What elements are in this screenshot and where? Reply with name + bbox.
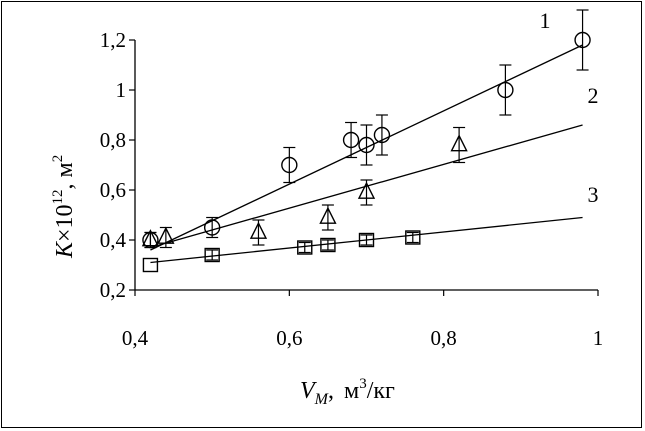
square-marker xyxy=(204,247,220,263)
y-axis-label: K×1012, м2 xyxy=(50,155,78,259)
y-axis-symbol: K xyxy=(52,240,78,259)
y-tick-label: 0,6 xyxy=(100,178,126,202)
x-tick-label: 0,8 xyxy=(431,326,457,350)
y-tick-label: 0,2 xyxy=(100,278,126,302)
labels: 1 2 3 xyxy=(540,8,599,207)
y-axis-exp: 12 xyxy=(50,189,66,204)
triangle-marker xyxy=(157,226,175,244)
circle-marker xyxy=(373,126,391,144)
series-label-2: 2 xyxy=(588,83,599,108)
square-marker xyxy=(297,240,313,255)
triangle-marker xyxy=(319,206,337,224)
square-marker xyxy=(358,232,375,248)
triangle-marker xyxy=(249,221,268,239)
square-marker xyxy=(320,237,336,253)
y-axis-unit: , м xyxy=(52,162,78,189)
circle-marker xyxy=(358,136,375,154)
x-axis-subscript: M xyxy=(314,391,330,408)
circle-marker xyxy=(574,31,591,49)
x-axis-unit-exp: 3 xyxy=(359,376,367,392)
x-axis-unit-rest: /кг xyxy=(367,378,395,404)
y-tick-label: 0,8 xyxy=(100,128,126,152)
x-axis-unit-main: м xyxy=(344,378,359,404)
x-axis-symbol: V xyxy=(300,378,317,404)
x-axis-separator: , xyxy=(328,378,334,404)
square-marker xyxy=(405,230,421,245)
x-tick-label: 0,6 xyxy=(276,326,302,350)
x-tick-label: 1 xyxy=(593,326,604,350)
circle-marker xyxy=(203,219,221,236)
triangle-marker xyxy=(141,229,160,247)
y-axis-unit-exp: 2 xyxy=(50,155,66,163)
y-axis-times: ×10 xyxy=(52,204,78,242)
y-tick-label: 1,2 xyxy=(100,28,126,52)
y-tick-label: 1 xyxy=(116,78,127,102)
square-marker xyxy=(142,257,159,273)
data-markers xyxy=(141,9,591,273)
y-tick-label: 0,4 xyxy=(100,228,127,252)
triangle-marker xyxy=(450,134,468,152)
series-label-1: 1 xyxy=(540,8,551,33)
circle-marker xyxy=(281,156,298,174)
x-tick-label: 0,4 xyxy=(122,326,149,350)
circle-marker xyxy=(497,81,514,99)
series-label-3: 3 xyxy=(588,182,599,207)
axes: 0,2 0,4 0,6 0,8 1 1,2 0,4 0,6 0,8 1 xyxy=(100,28,604,350)
x-axis-label: VM, м3/кг xyxy=(300,376,395,408)
circle-marker xyxy=(342,131,360,149)
triangle-marker xyxy=(357,181,376,199)
